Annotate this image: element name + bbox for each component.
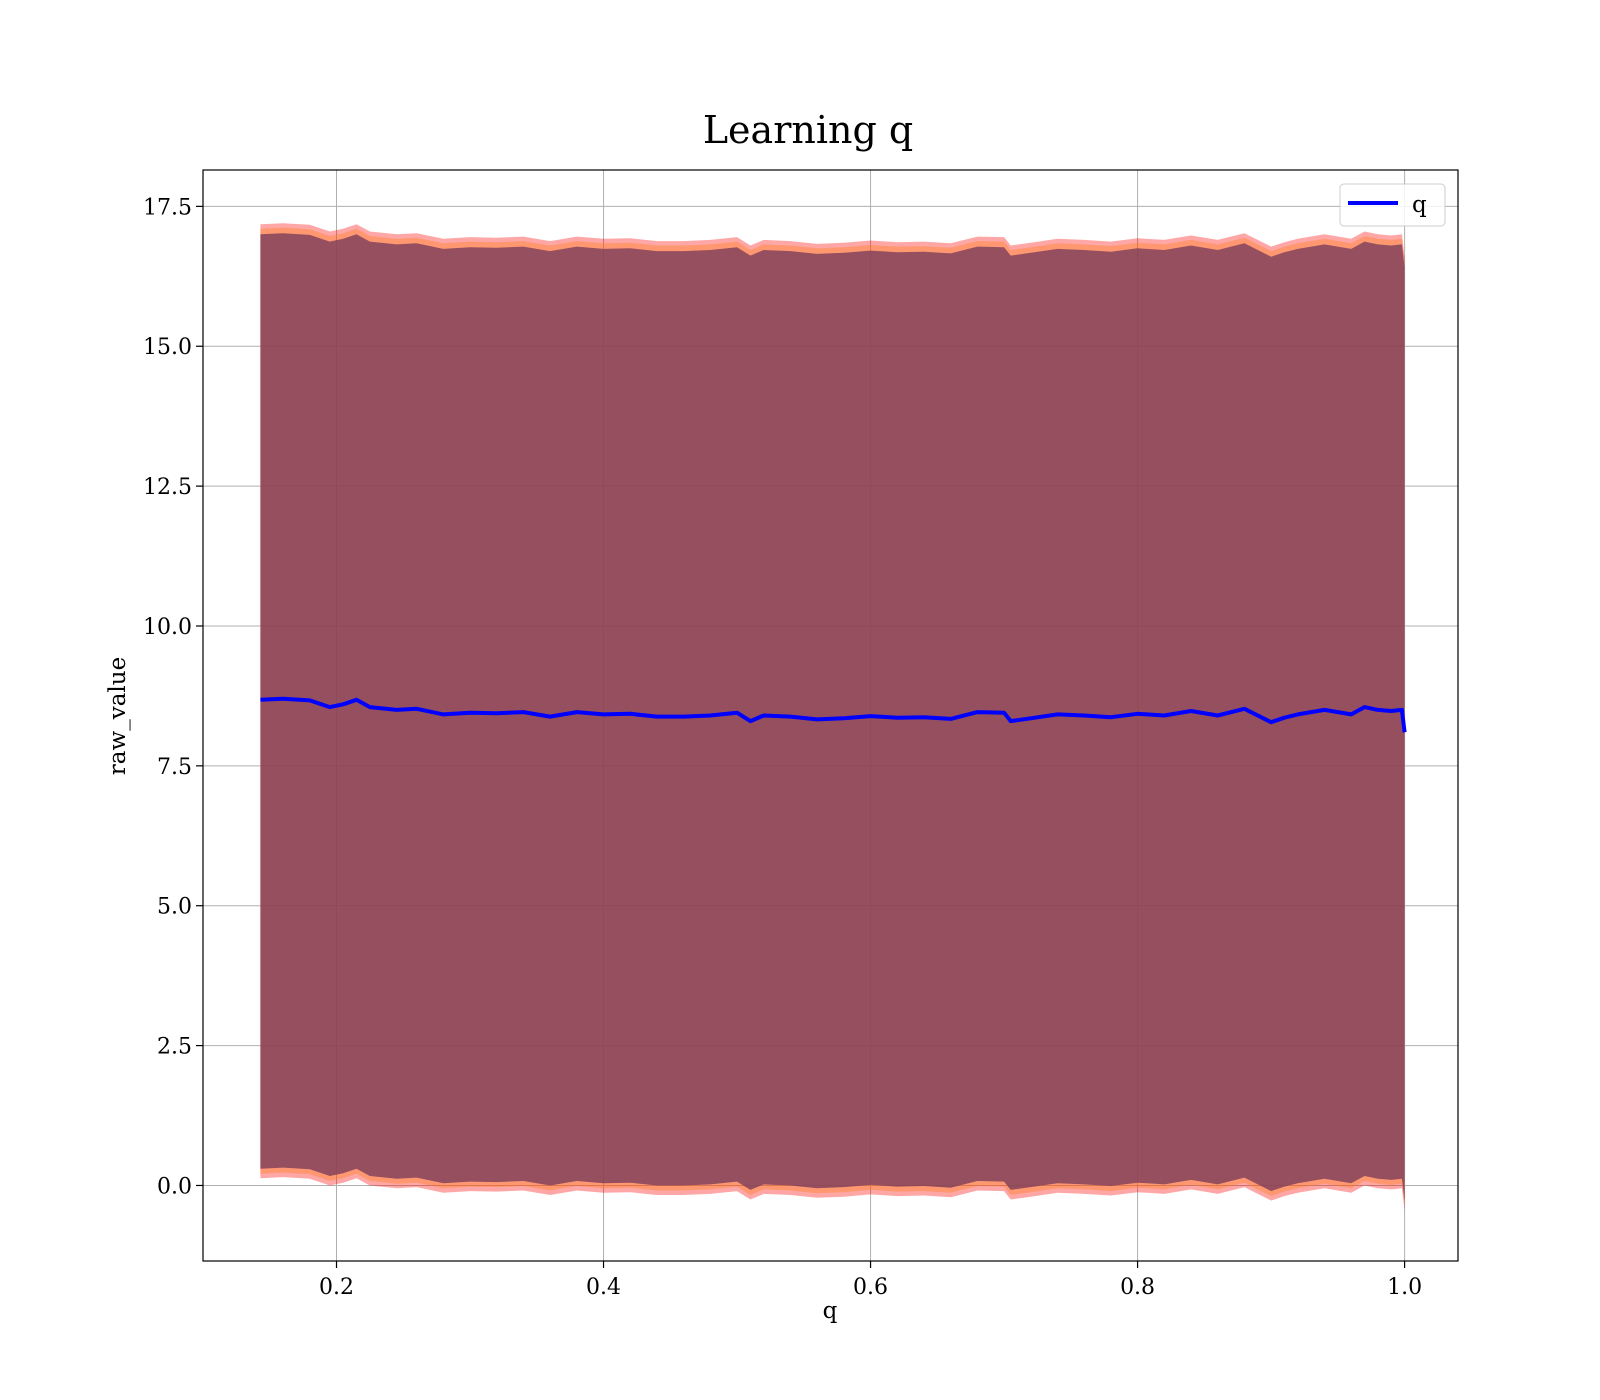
y-tick-label: 2.5 (157, 1035, 192, 1060)
x-axis-label: q (823, 1298, 838, 1324)
x-tick-label: 0.6 (853, 1275, 888, 1300)
series-line-q (260, 696, 1407, 733)
y-tick-label: 12.5 (143, 475, 192, 500)
x-tick-label: 0.4 (586, 1275, 621, 1300)
y-tick-label: 7.5 (157, 755, 192, 780)
plot-frame (202, 169, 1459, 1262)
x-tick-label: 0.2 (319, 1275, 354, 1300)
legend-label-q: q (1412, 192, 1427, 218)
y-tick-label: 10.0 (143, 615, 192, 640)
y-tick-label: 5.0 (157, 895, 192, 920)
legend: q (1339, 183, 1446, 227)
y-axis-label: raw_value (105, 657, 131, 775)
x-tick-label: 1.0 (1387, 1275, 1422, 1300)
chart-title: Learning q (703, 108, 913, 152)
x-tick-label: 0.8 (1120, 1275, 1155, 1300)
series-lines (260, 696, 1407, 733)
y-tick-label: 15.0 (143, 335, 192, 360)
axis-ticks: 0.2 0.4 0.6 0.8 1.0 0.0 2.5 5.0 7.5 10.0 12.5 15.0 1… (143, 195, 1422, 1300)
y-tick-label: 0.0 (157, 1174, 192, 1199)
y-tick-label: 17.5 (143, 195, 192, 220)
